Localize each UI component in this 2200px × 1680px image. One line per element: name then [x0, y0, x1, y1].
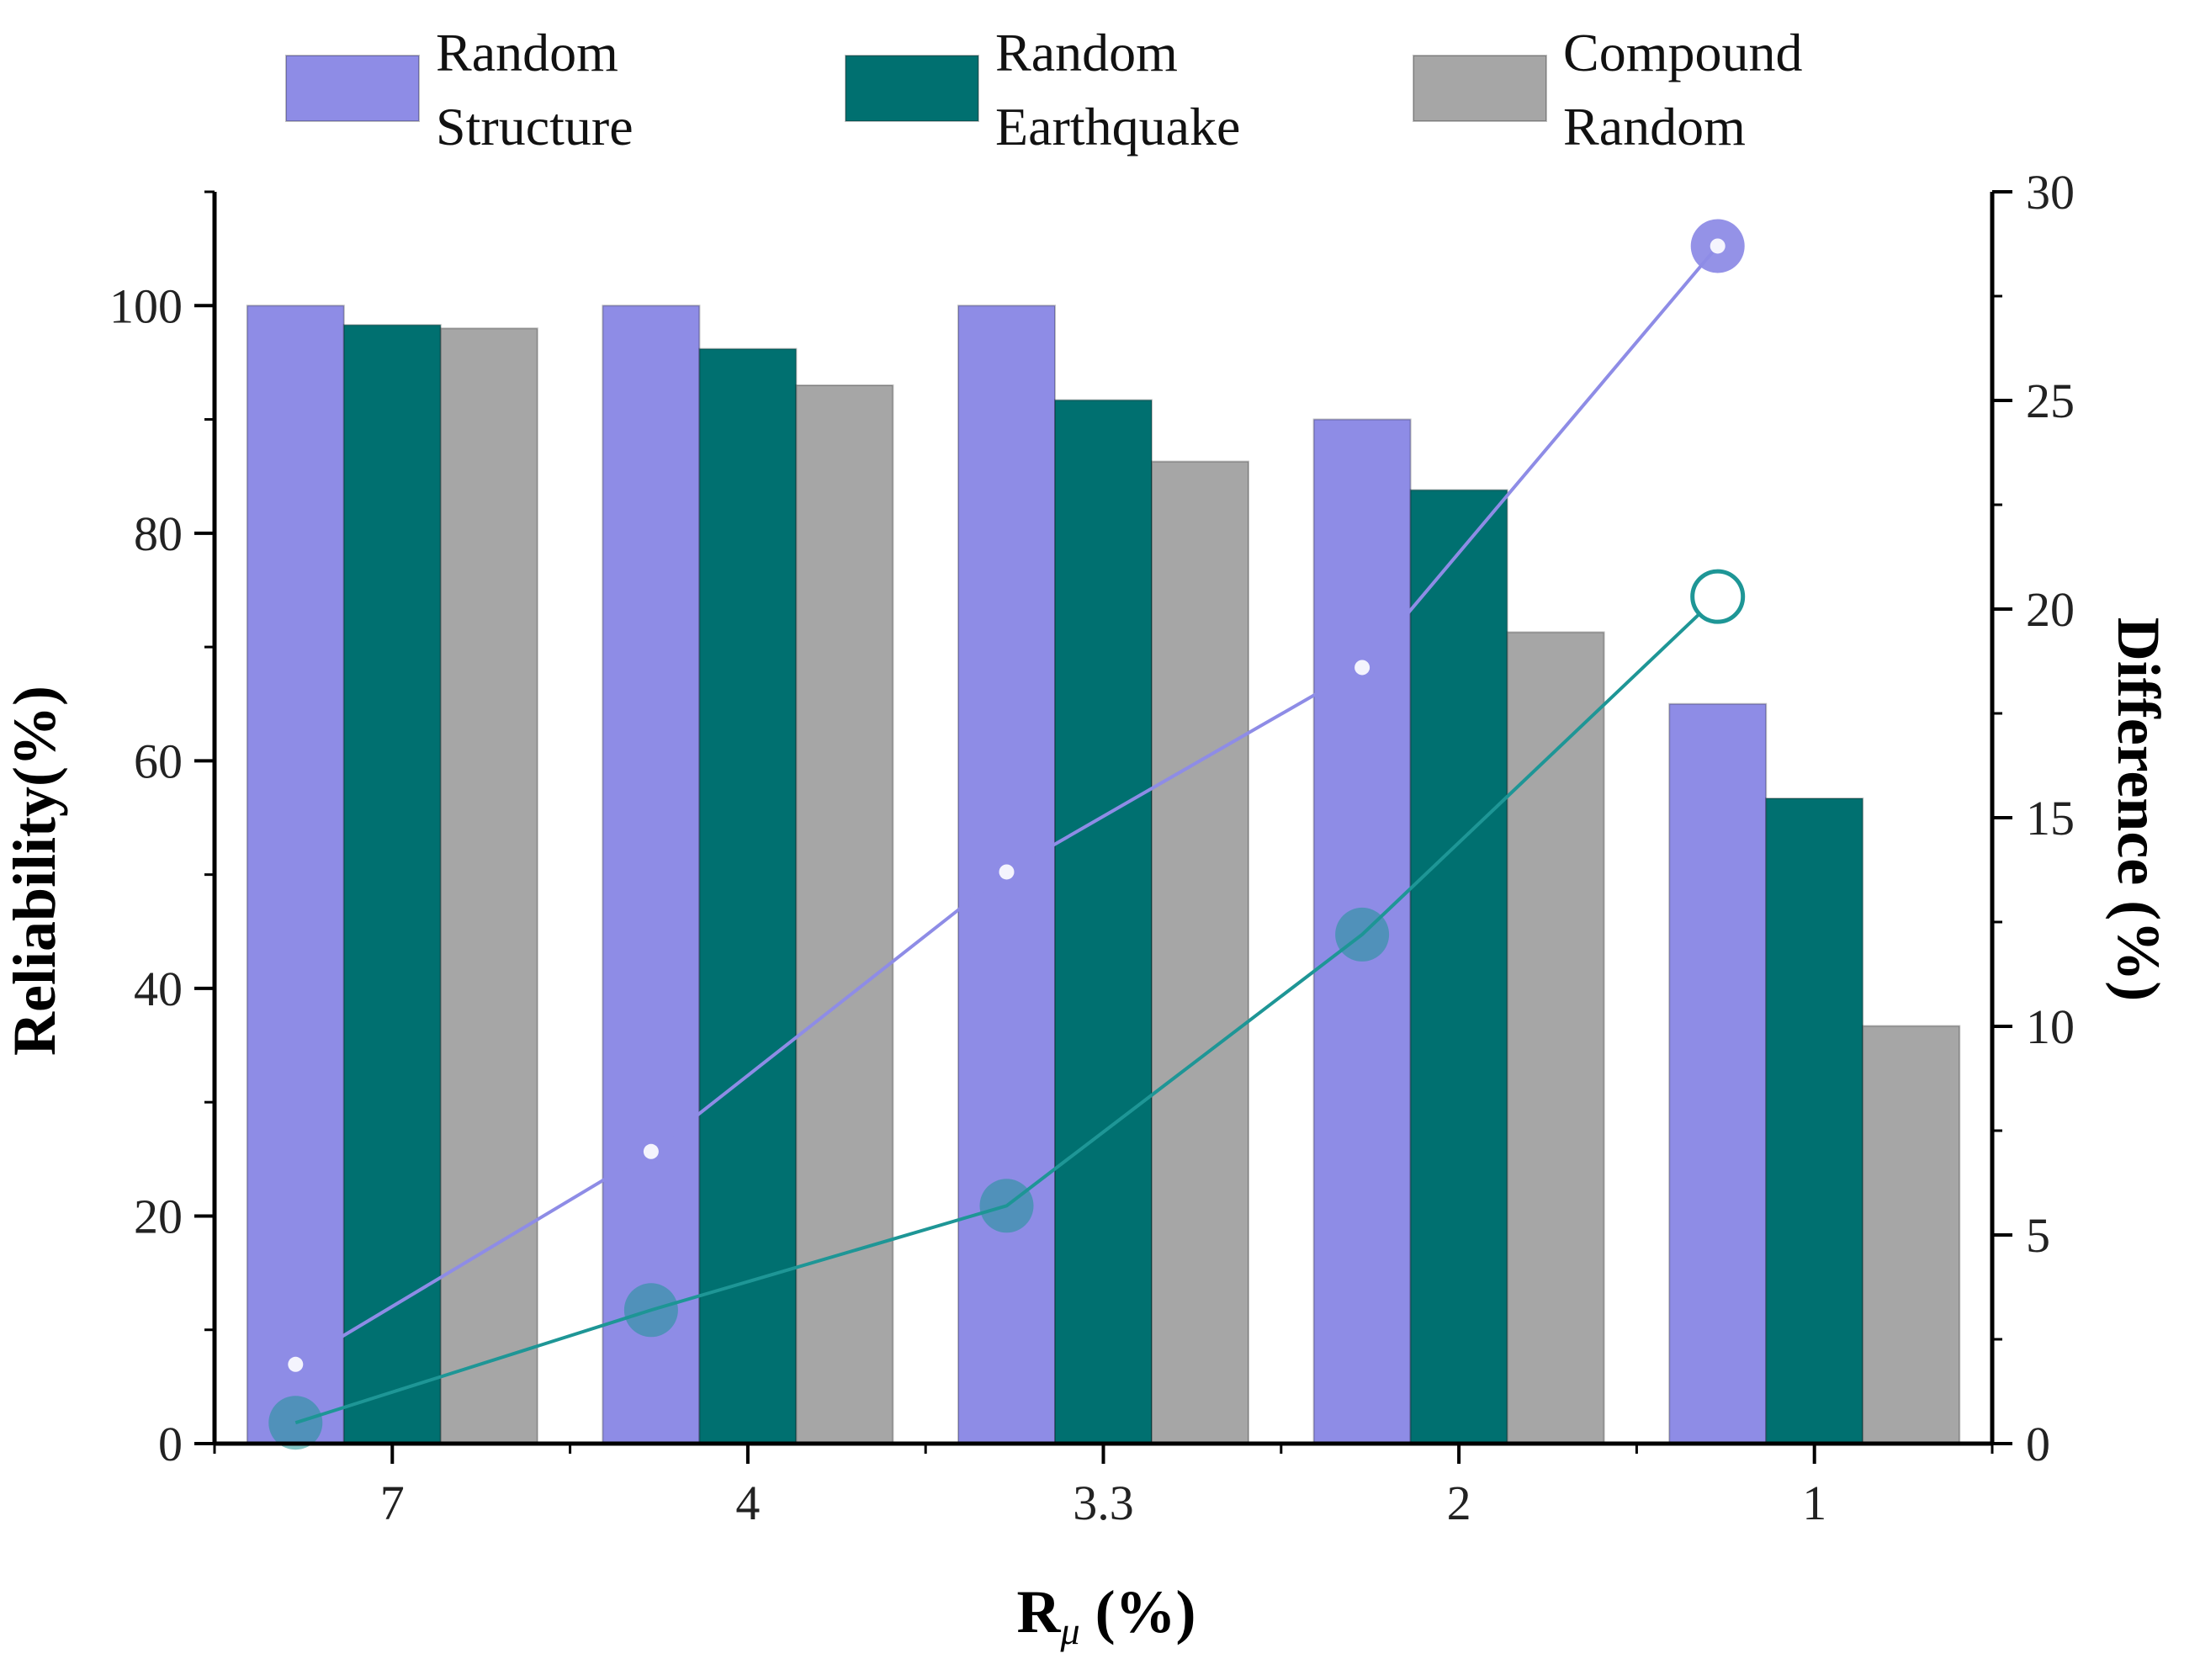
legend-swatch-1 [285, 55, 420, 122]
legend-label-2-line1: Random [995, 23, 1178, 82]
difference-marker-series2-4 [623, 1283, 678, 1338]
y2-axis-title: Difference (%) [2105, 617, 2172, 1001]
x-tick-label-7: 7 [380, 1476, 405, 1530]
x-axis-title-main: R [1016, 1578, 1061, 1646]
legend-label-3-line1: Compound [1563, 23, 1802, 82]
x-axis-title-subscript: μ [1059, 1609, 1079, 1652]
x-tick-label-1: 1 [1802, 1476, 1826, 1530]
difference-marker-series2-2 [1335, 907, 1390, 962]
y2-tick-label-15: 15 [2026, 791, 2075, 845]
legend-label-1-line1: Random [436, 23, 618, 82]
bar-series1-4 [602, 305, 701, 1445]
bar-series2-3.3 [1054, 399, 1153, 1445]
y-tick-label-0: 0 [158, 1417, 183, 1471]
difference-lines-layer [268, 219, 1746, 1450]
bar-series3-2 [1506, 631, 1605, 1444]
bar-series2-1 [1765, 798, 1864, 1444]
y2-tick-label-5: 5 [2026, 1208, 2050, 1263]
bar-series3-1 [1862, 1025, 1961, 1444]
y-tick-label-60: 60 [134, 734, 183, 788]
x-tick-label-3.3: 3.3 [1073, 1476, 1134, 1530]
ticks: 0 20 40 60 80 100 0 5 10 15 20 25 30 7 4 3.3 2 1 [109, 165, 2075, 1530]
bar-series1-1 [1668, 702, 1768, 1444]
bar-series2-2 [1409, 489, 1508, 1444]
difference-marker-series2-3.3 [979, 1179, 1034, 1233]
bar-series2-7 [342, 324, 442, 1445]
x-tick-label-4: 4 [735, 1476, 760, 1530]
difference-marker-highlight-3.3 [999, 864, 1015, 880]
y-tick-label-80: 80 [134, 506, 183, 561]
y2-tick-label-0: 0 [2026, 1417, 2050, 1471]
bar-series1-7 [246, 305, 345, 1445]
difference-marker-series2-7 [268, 1396, 323, 1450]
y2-tick-label-20: 20 [2026, 582, 2075, 637]
y-tick-label-100: 100 [109, 278, 183, 333]
y-tick-label-20: 20 [134, 1189, 183, 1243]
y-axis-title: Reliability(%) [1, 686, 68, 1056]
bars-layer [246, 305, 1961, 1445]
bar-series3-4 [795, 384, 894, 1444]
x-tick-label-2: 2 [1447, 1476, 1471, 1530]
difference-marker-series2-1 [1690, 569, 1746, 624]
bar-series2-4 [698, 347, 798, 1444]
legend-label-3-line2: Random [1563, 97, 1746, 156]
bar-series3-3.3 [1151, 460, 1249, 1445]
y2-tick-label-30: 30 [2026, 165, 2075, 220]
difference-marker-highlight-2 [1354, 660, 1370, 676]
difference-marker-highlight-7 [288, 1356, 304, 1372]
legend-swatch-2 [845, 55, 979, 122]
x-axis-title: Rμ (%) [1016, 1578, 1195, 1652]
legend-label-1-line2: Structure [436, 97, 633, 156]
difference-marker-highlight-1 [1710, 238, 1726, 254]
legend-swatch-3 [1413, 55, 1547, 122]
y2-tick-label-10: 10 [2026, 999, 2075, 1054]
difference-marker-highlight-4 [643, 1143, 659, 1159]
legend-label-2-line2: Earthquake [995, 97, 1240, 156]
x-axis-title-suffix: (%) [1080, 1578, 1196, 1646]
y2-tick-label-25: 25 [2026, 374, 2075, 428]
bar-series3-7 [439, 327, 538, 1444]
y-tick-label-40: 40 [134, 962, 183, 1016]
legend: Random Structure Random Earthquake Compound R… [285, 23, 1802, 156]
